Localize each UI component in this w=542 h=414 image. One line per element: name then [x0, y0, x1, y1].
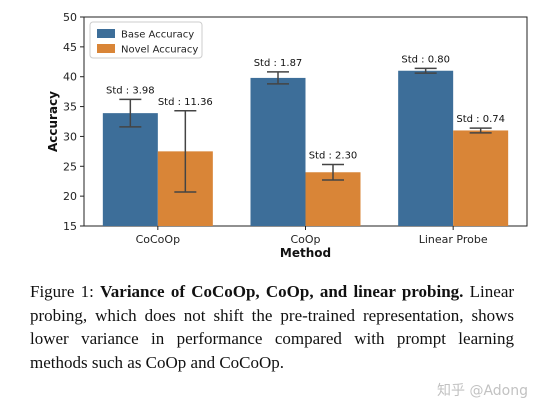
- bar-chart: 15 20 25 30 35 40 45 50 Accuracy CoCoOp CoOp Linear…: [46, 11, 528, 260]
- legend-label: Novel Accuracy: [121, 45, 198, 56]
- x-tick-label: CoCoOp: [136, 233, 180, 246]
- std-label: Std : 1.87: [254, 58, 303, 69]
- std-label: Std : 3.98: [106, 85, 155, 96]
- chart-labels: Std : 3.98 Std : 1.87 Std : 0.80 Std : 11.3…: [106, 54, 505, 161]
- legend-box: [89, 21, 203, 59]
- std-label: Std : 11.36: [158, 97, 213, 108]
- x-tick-label: Linear Probe: [419, 233, 488, 246]
- chart-bars: [102, 67, 509, 226]
- caption-label: Figure 1:: [30, 282, 94, 301]
- watermark: 知乎 @Adong: [437, 383, 528, 399]
- y-tick-label: 45: [63, 41, 77, 54]
- caption-text: Linear probing, which does not shift the…: [30, 282, 515, 372]
- y-tick-label: 30: [63, 130, 77, 143]
- y-tick-label: 35: [63, 101, 77, 114]
- std-label: Std : 0.80: [401, 54, 450, 65]
- bar: [102, 113, 158, 226]
- x-tick-label: CoOp: [290, 233, 320, 246]
- std-label: Std : 2.30: [309, 150, 358, 161]
- y-tick-label: 40: [63, 71, 77, 84]
- chart-legend: Base Accuracy Novel Accuracy: [89, 21, 203, 59]
- x-axis-title: Method: [280, 246, 331, 260]
- std-label: Std : 0.74: [456, 114, 505, 125]
- y-tick-label: 15: [63, 220, 77, 233]
- y-tick-label: 20: [63, 190, 77, 203]
- bar: [305, 172, 361, 226]
- bar: [453, 130, 509, 226]
- y-tick-label: 25: [63, 160, 77, 173]
- legend-label: Base Accuracy: [121, 30, 194, 41]
- figure-caption: Figure 1: Variance of CoCoOp, CoOp, and …: [30, 280, 514, 374]
- y-tick-label: 50: [63, 11, 77, 24]
- y-axis-title: Accuracy: [46, 91, 60, 152]
- legend-swatch: [97, 44, 115, 53]
- chart-axes: 15 20 25 30 35 40 45 50 Accuracy CoCoOp CoOp Linear…: [46, 11, 528, 260]
- caption-bold: Variance of CoCoOp, CoOp, and linear pro…: [100, 282, 464, 301]
- bar: [398, 70, 454, 226]
- legend-swatch: [97, 29, 115, 38]
- bar: [250, 77, 306, 226]
